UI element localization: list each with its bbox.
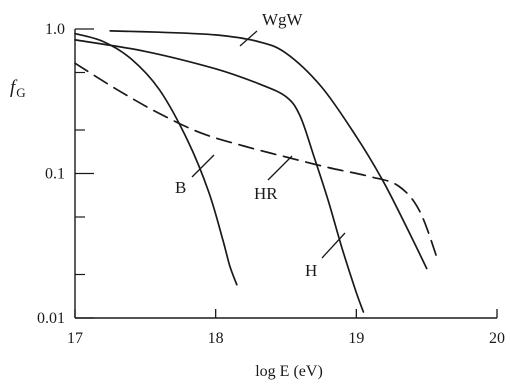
y-tick-label: 1.0 xyxy=(45,21,65,38)
y-tick-label: 0.01 xyxy=(37,310,65,327)
series-label-b: B xyxy=(175,178,186,197)
x-axis-title: log E (eV) xyxy=(255,363,323,380)
x-tick-label: 18 xyxy=(208,330,224,347)
series-layer xyxy=(74,30,439,313)
x-tick-label: 19 xyxy=(348,330,364,347)
series-line-b xyxy=(74,32,238,286)
x-tick-label: 17 xyxy=(67,330,83,347)
series-label-h: H xyxy=(305,261,317,280)
labels-layer: WgW B HR H xyxy=(175,10,346,280)
series-line-wgw xyxy=(109,30,428,270)
series-line-h xyxy=(74,39,365,313)
leader-line-b xyxy=(191,154,215,178)
leader-line-wgw xyxy=(239,30,258,47)
y-tick-label: 0.1 xyxy=(45,166,65,183)
axes: 17 18 19 20 1.0 0.1 0.01 log E (eV) fG xyxy=(10,21,505,380)
leader-line-hr xyxy=(267,155,293,181)
y-axis-title: fG xyxy=(10,77,26,100)
leader-line-h xyxy=(321,232,346,259)
series-label-hr: HR xyxy=(254,184,278,203)
x-tick-label: 20 xyxy=(489,330,505,347)
series-line-hr xyxy=(74,62,439,262)
series-label-wgw: WgW xyxy=(262,10,304,29)
